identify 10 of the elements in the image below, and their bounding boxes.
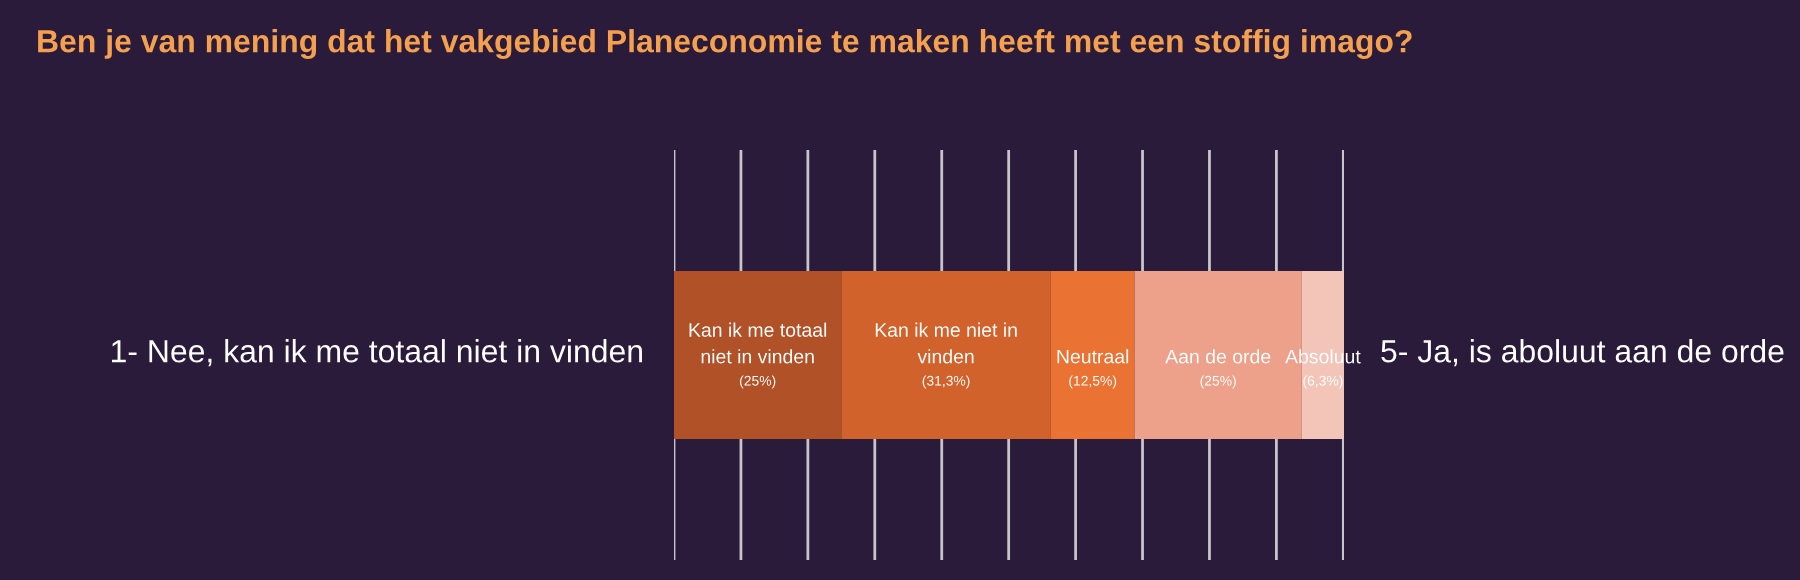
series-label: Kan ik me niet in vinden [875, 322, 1017, 364]
text: 1- Nee, kan ik me totaal niet in vinden [112, 339, 642, 367]
series-label: Kan ik me totaal niet in vinden [689, 322, 827, 364]
bar [1050, 270, 1135, 440]
bar [841, 270, 1051, 440]
series-label: Aan de orde [1165, 349, 1271, 364]
bar [674, 270, 842, 440]
chart-title: Ben je van mening dat het vakgebied Planeconomie te maken heeft met een stoffig imago? [38, 29, 1412, 59]
series-label: Neutraal [1057, 349, 1129, 364]
text: 5- Ja, is aboluut aan de orde [1381, 339, 1784, 367]
